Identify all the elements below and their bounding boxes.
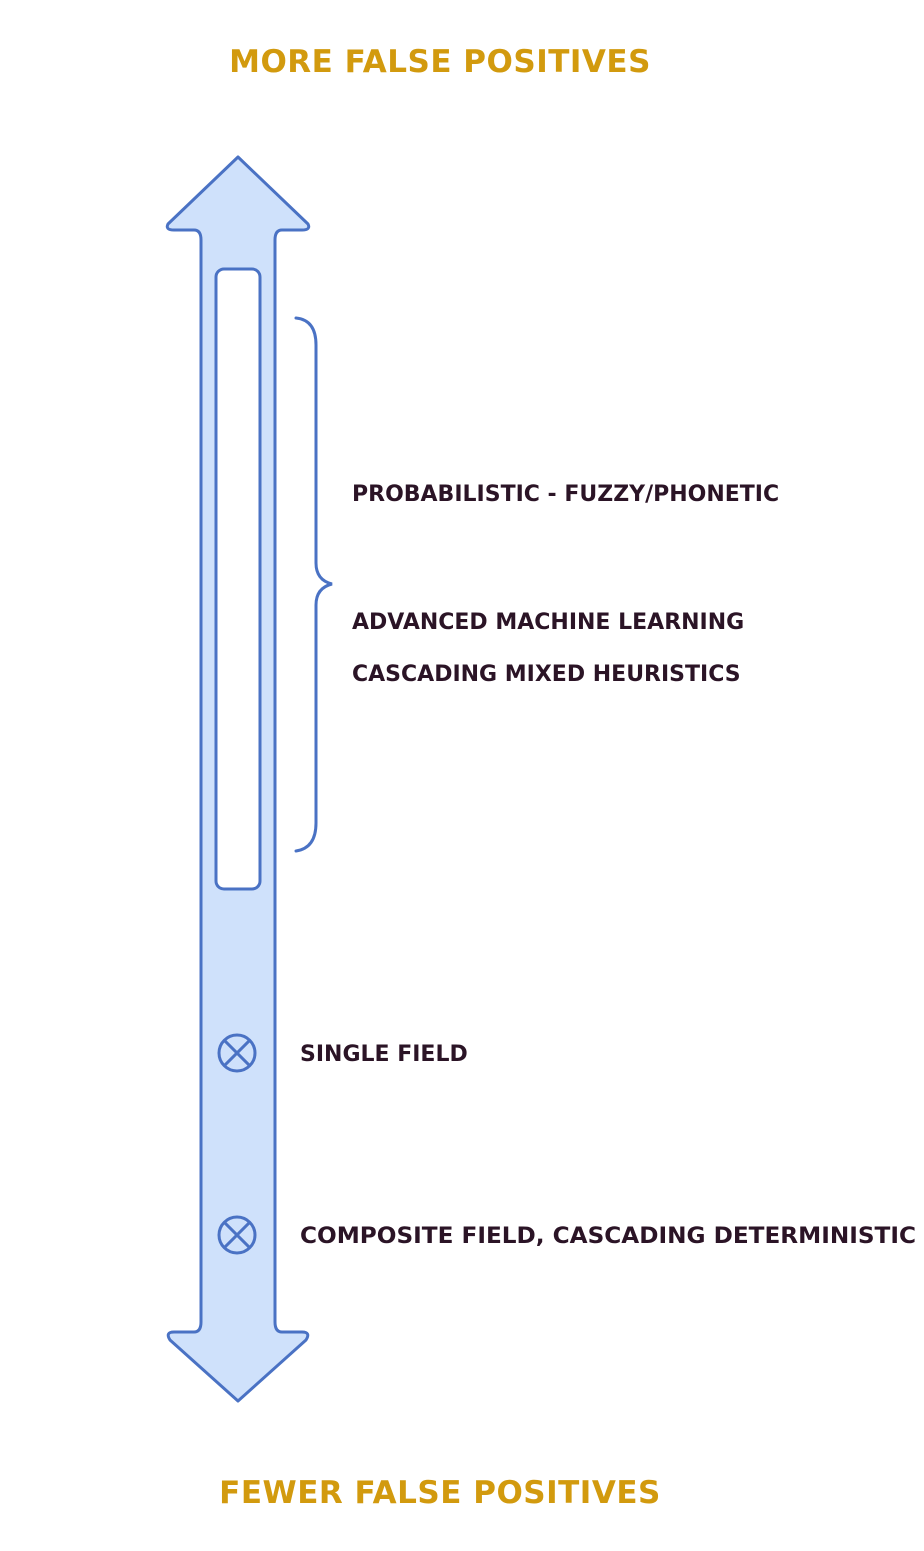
single-field-marker-icon — [217, 1033, 257, 1073]
top-heading: MORE FALSE POSITIVES — [229, 44, 651, 80]
range-brace — [294, 316, 333, 853]
composite-field-marker-icon — [217, 1215, 257, 1255]
range-label-mixed-heuristics: CASCADING MIXED HEURISTICS — [352, 662, 741, 687]
range-label-probabilistic: PROBABILISTIC - FUZZY/PHONETIC — [352, 482, 779, 507]
range-slot — [214, 267, 262, 891]
range-label-machine-learning: ADVANCED MACHINE LEARNING — [352, 610, 744, 635]
bottom-heading: FEWER FALSE POSITIVES — [219, 1475, 661, 1511]
point-label-single-field: SINGLE FIELD — [300, 1042, 468, 1067]
point-label-composite-field: COMPOSITE FIELD, CASCADING DETERMINISTIC — [300, 1224, 916, 1249]
